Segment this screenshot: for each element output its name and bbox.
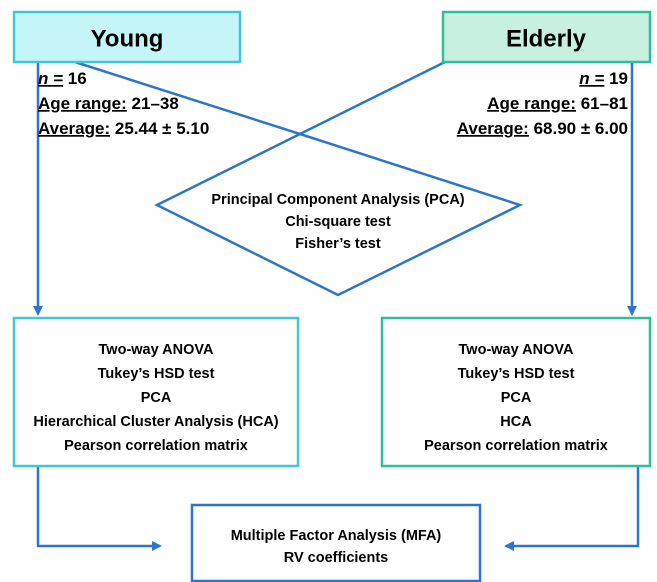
- stat-label: Age range:: [487, 94, 576, 113]
- arrow: [36, 466, 162, 551]
- stat-value: 25.44 ± 5.10: [115, 119, 209, 138]
- stat-line: n = 16: [38, 69, 87, 88]
- analysis-item: PCA: [141, 390, 172, 406]
- analysis-item: Two-way ANOVA: [99, 342, 214, 358]
- comparison-item: Chi-square test: [285, 214, 391, 230]
- analysis-item: HCA: [500, 414, 532, 430]
- comparison-item: Principal Component Analysis (PCA): [211, 192, 464, 208]
- analysis-item: Hierarchical Cluster Analysis (HCA): [33, 414, 278, 430]
- analysis-item: Pearson correlation matrix: [64, 438, 248, 454]
- elderly-analysis-box: [380, 316, 652, 468]
- stat-line: Age range: 21–38: [38, 94, 179, 113]
- young-box: [12, 10, 242, 64]
- connector: [74, 60, 301, 136]
- stat-label: Average:: [38, 119, 110, 138]
- analysis-item: Two-way ANOVA: [459, 342, 574, 358]
- stat-value: 21–38: [132, 94, 179, 113]
- young-analysis-box: [12, 316, 300, 468]
- stat-line: Average: 25.44 ± 5.10: [38, 119, 209, 138]
- stat-line: Average: 68.90 ± 6.00: [457, 119, 628, 138]
- stat-value: 16: [68, 69, 87, 88]
- combined-box: [190, 503, 482, 582]
- stat-label: n =: [579, 69, 604, 88]
- arrow: [504, 466, 640, 551]
- stat-line: n = 19: [579, 69, 628, 88]
- elderly-title: Elderly: [506, 25, 587, 52]
- stat-label: n =: [38, 69, 63, 88]
- stat-label: Age range:: [38, 94, 127, 113]
- stat-line: Age range: 61–81: [487, 94, 628, 113]
- stat-value: 19: [609, 69, 628, 88]
- connector: [299, 60, 446, 136]
- combined-item: Multiple Factor Analysis (MFA): [231, 528, 442, 544]
- combined-item: RV coefficients: [284, 550, 389, 566]
- stat-value: 61–81: [581, 94, 628, 113]
- elderly-box: [441, 10, 652, 64]
- analysis-item: Tukey’s HSD test: [458, 366, 575, 382]
- analysis-item: Pearson correlation matrix: [424, 438, 608, 454]
- stat-value: 68.90 ± 6.00: [534, 119, 628, 138]
- stat-label: Average:: [457, 119, 529, 138]
- young-title: Young: [91, 25, 164, 52]
- analysis-item: PCA: [501, 390, 532, 406]
- comparison-diamond: [154, 132, 524, 297]
- comparison-item: Fisher’s test: [295, 236, 381, 252]
- analysis-item: Tukey’s HSD test: [98, 366, 215, 382]
